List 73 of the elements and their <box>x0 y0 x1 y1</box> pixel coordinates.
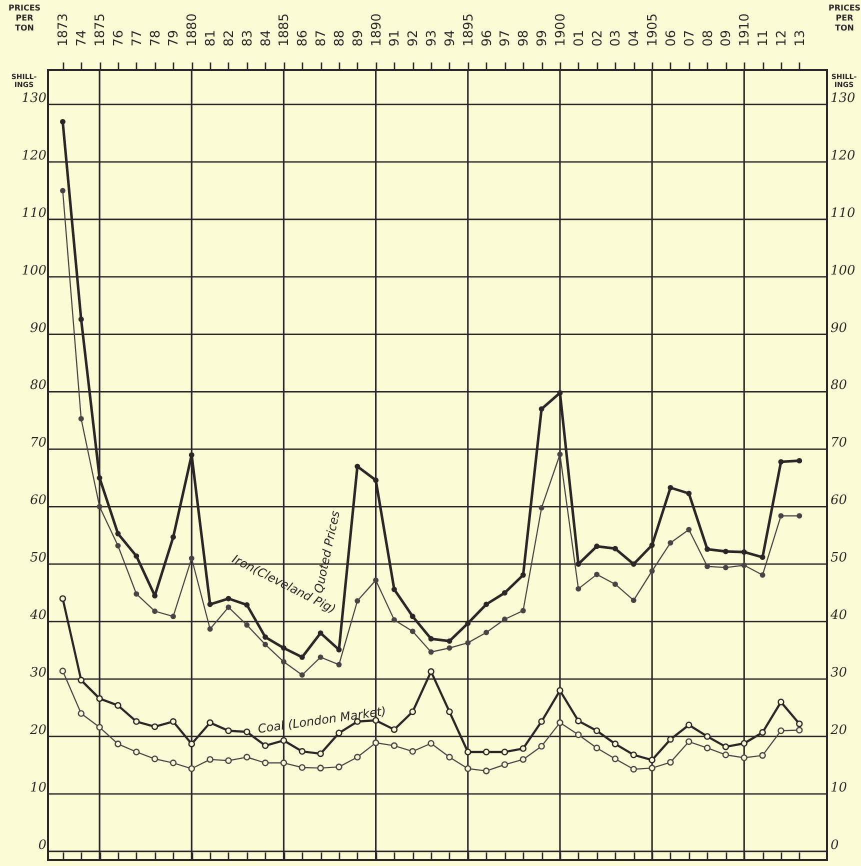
x-tick-label: 86 <box>296 30 311 46</box>
y-tick-label: 0 <box>38 838 46 853</box>
x-tick-label: 06 <box>664 30 679 46</box>
x-tick-label: 82 <box>222 30 237 46</box>
x-tick-label: 79 <box>166 30 182 46</box>
y2-tick-label: 90 <box>830 320 848 336</box>
x-tick-label: 93 <box>424 30 440 46</box>
y-tick-label: 90 <box>30 320 46 336</box>
y-tick-label: 130 <box>22 90 46 106</box>
x-tick-label: 02 <box>590 30 606 46</box>
x-tick-label: 74 <box>74 30 90 46</box>
x-tick-label: 87 <box>314 30 330 46</box>
x-tick-label: 1900 <box>553 13 568 46</box>
annotation: Coal (London Market) <box>257 704 387 736</box>
y2-tick-label: 70 <box>830 436 848 451</box>
y-tick-label: 10 <box>30 780 46 796</box>
x-tick-label: 1880 <box>185 13 200 46</box>
y-tick-label: 70 <box>30 436 46 451</box>
y2-tick-label: 0 <box>830 838 839 853</box>
y2-tick-label: 50 <box>830 550 848 566</box>
x-tick-label: 1895 <box>461 13 476 46</box>
y-tick-label: 120 <box>22 148 46 164</box>
y-axis-title: PRICES PER TON <box>8 4 41 32</box>
x-tick-label: 1890 <box>369 13 384 46</box>
y2-tick-label: 10 <box>830 780 848 796</box>
x-tick-label: 1910 <box>738 13 753 46</box>
x-tick-label: 13 <box>792 30 808 46</box>
x-tick-label: 1875 <box>93 13 108 46</box>
y-tick-label: 100 <box>22 263 46 278</box>
x-tick-label: 1885 <box>277 13 292 46</box>
x-tick-label: 92 <box>406 30 422 46</box>
y2-tick-label: 120 <box>830 148 856 164</box>
y-tick-label: 110 <box>22 206 46 221</box>
y2-tick-label: 60 <box>830 493 848 508</box>
x-tick-label: 91 <box>388 30 403 46</box>
y2-tick-label: 30 <box>830 666 848 681</box>
x-tick-label: 09 <box>719 30 734 46</box>
y-tick-label: 50 <box>30 550 46 566</box>
y-tick-label: 20 <box>28 722 46 738</box>
x-tick-label: 99 <box>535 30 550 46</box>
y2-tick-label: 20 <box>830 722 848 738</box>
x-tick-label: 88 <box>332 30 348 46</box>
x-tick-label: 01 <box>572 30 587 46</box>
y2-tick-label: 110 <box>830 206 856 221</box>
x-tick-label: 03 <box>608 30 624 46</box>
y-tick-label: 60 <box>30 493 46 508</box>
x-tick-label: 11 <box>756 30 772 46</box>
x-tick-label: 1873 <box>56 13 72 46</box>
annotation: Quoted Prices <box>311 510 343 594</box>
y2-tick-label: 40 <box>830 608 848 624</box>
y-tick-label: 80 <box>30 378 46 394</box>
x-tick-label: 84 <box>258 30 274 46</box>
x-tick-label: 78 <box>148 30 164 46</box>
x-tick-label: 83 <box>240 30 256 46</box>
x-tick-label: 07 <box>682 30 698 46</box>
x-tick-label: 04 <box>627 30 642 46</box>
x-tick-label: 12 <box>774 30 790 46</box>
x-tick-label: 89 <box>350 30 366 46</box>
x-tick-label: 76 <box>111 30 126 46</box>
x-tick-label: 81 <box>204 30 219 46</box>
y2-tick-label: 100 <box>830 263 856 278</box>
y2-tick-label: 130 <box>830 90 856 106</box>
y2-tick-label: 80 <box>830 378 848 394</box>
x-tick-label: 08 <box>700 30 716 46</box>
x-tick-label: 77 <box>130 30 145 46</box>
y-tick-label: 30 <box>30 666 46 681</box>
y-tick-label: 40 <box>28 608 46 624</box>
x-tick-label: 96 <box>480 30 495 46</box>
x-tick-label: 94 <box>442 30 458 46</box>
x-tick-label: 1905 <box>646 13 661 46</box>
x-tick-label: 98 <box>516 30 532 46</box>
y2-axis-title: PRICES PER TON <box>828 4 861 32</box>
x-tick-label: 97 <box>498 30 514 46</box>
